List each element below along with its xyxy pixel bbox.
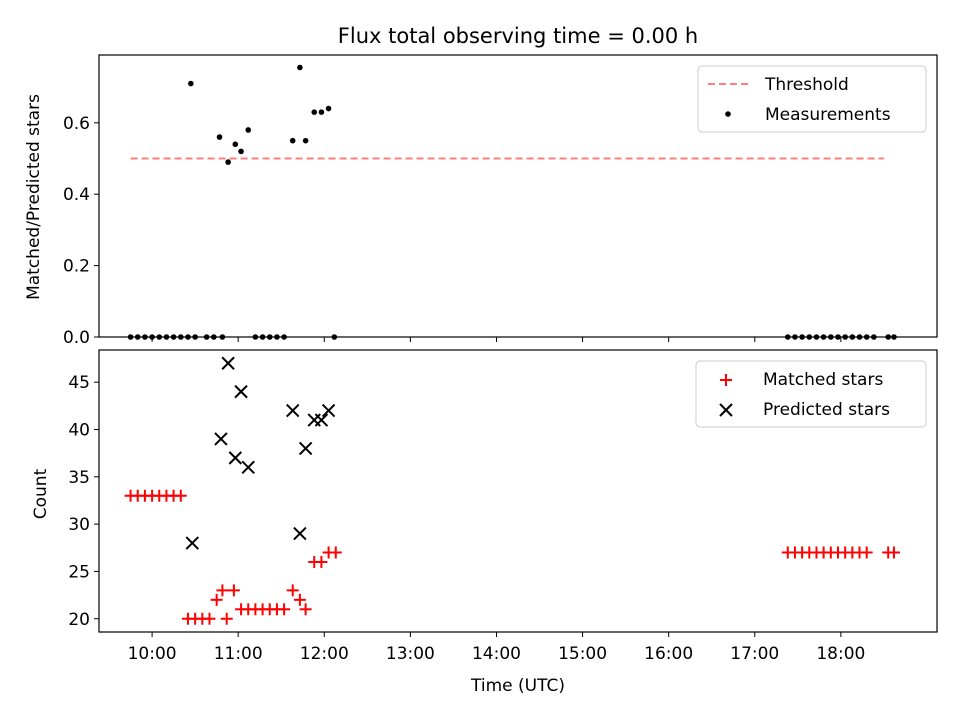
matched-star-point — [227, 584, 240, 597]
measurement-point — [297, 64, 303, 71]
top-y-tick-label: 0.6 — [63, 114, 90, 134]
bottom-y-tick-label: 35 — [68, 468, 90, 488]
measurement-point — [325, 105, 332, 112]
matched-star-point — [286, 584, 299, 597]
measurement-point — [302, 137, 309, 144]
x-tick-label: 11:00 — [214, 644, 263, 664]
matched-star-point — [210, 593, 223, 606]
top-y-tick-label: 0.0 — [63, 328, 90, 348]
measurement-point — [188, 80, 194, 87]
legend-measurements-label: Measurements — [765, 105, 891, 125]
matched-star-point — [174, 489, 187, 502]
predicted-star-point — [286, 403, 300, 418]
top-y-axis-label: Matched/Predicted stars — [24, 94, 44, 300]
bottom-y-tick-label: 30 — [68, 515, 90, 535]
measurement-point — [232, 141, 239, 148]
measurement-point — [289, 137, 296, 144]
counts-layer — [124, 356, 900, 625]
predicted-star-point — [234, 384, 248, 399]
x-axis-label: Time (UTC) — [470, 676, 565, 696]
top-legend: Threshold Measurements — [697, 65, 927, 133]
top-y-tick-label: 0.2 — [63, 257, 90, 277]
legend-predicted-swatch — [719, 403, 733, 417]
measurement-point — [225, 159, 231, 165]
predicted-star-point — [314, 413, 329, 427]
x-tick-label: 14:00 — [472, 644, 521, 664]
top-y-tick-label: 0.4 — [63, 185, 90, 205]
bottom-y-tick-label: 25 — [68, 562, 90, 582]
matched-star-point — [315, 555, 328, 568]
bottom-legend: Matched stars Predicted stars — [695, 360, 927, 428]
measurement-point — [311, 109, 318, 115]
x-tick-label: 12:00 — [300, 644, 349, 664]
bottom-legend-box — [695, 360, 927, 428]
legend-matched-swatch — [720, 374, 732, 386]
top-axes-frame — [98, 54, 938, 338]
bottom-y-axis-label: Count — [31, 468, 51, 519]
matched-star-point — [220, 612, 233, 625]
bottom-y-tick-label: 40 — [68, 420, 90, 440]
matched-star-point — [203, 612, 216, 625]
top-x-ticks — [151, 337, 842, 342]
x-tick-label: 10:00 — [128, 644, 177, 664]
predicted-star-point — [185, 536, 199, 550]
bottom-y-ticks: 20 25 30 35 40 45 — [68, 373, 99, 630]
matched-star-point — [860, 546, 873, 559]
legend-threshold-label: Threshold — [764, 75, 849, 95]
bottom-x-ticks: 10:00 11:00 12:00 13:00 14:00 15:00 16:00 17:00… — [128, 632, 865, 664]
predicted-star-point — [214, 432, 228, 446]
matched-star-point — [216, 584, 229, 597]
matched-star-point — [293, 593, 306, 606]
predicted-star-point — [241, 460, 255, 475]
matched-star-point — [278, 603, 291, 616]
legend-matched-label: Matched stars — [763, 370, 883, 390]
predicted-star-point — [228, 451, 243, 465]
measurement-point — [245, 127, 252, 133]
bottom-panel: 20 25 30 35 40 45 10:00 11:00 12:00 13:00 14:00 15… — [31, 349, 938, 696]
matched-star-point — [329, 546, 342, 559]
legend-predicted-label: Predicted stars — [763, 400, 890, 420]
predicted-star-point — [298, 441, 313, 456]
x-tick-label: 18:00 — [816, 644, 865, 664]
bottom-y-tick-label: 20 — [68, 610, 90, 630]
predicted-star-point — [321, 403, 336, 418]
measurement-point — [318, 109, 325, 115]
bottom-axes-frame — [98, 349, 938, 633]
top-y-ticks: 0.0 0.2 0.4 0.6 — [63, 114, 99, 348]
x-tick-label: 17:00 — [730, 644, 779, 664]
x-tick-label: 15:00 — [558, 644, 607, 664]
predicted-star-point — [293, 526, 307, 541]
measurement-point — [238, 148, 244, 155]
top-panel: 0.0 0.2 0.4 0.6 Matched/Predicted stars Thr… — [24, 54, 938, 348]
measurement-point — [216, 134, 223, 140]
x-tick-label: 16:00 — [644, 644, 693, 664]
legend-measurements-swatch — [725, 111, 731, 117]
matched-star-point — [299, 603, 312, 616]
x-tick-label: 13:00 — [386, 644, 435, 664]
matched-star-point — [887, 546, 900, 559]
predicted-star-point — [221, 356, 235, 370]
figure-title: Flux total observing time = 0.00 h — [338, 24, 698, 48]
top-legend-box — [697, 65, 927, 133]
bottom-y-tick-label: 45 — [68, 373, 90, 393]
